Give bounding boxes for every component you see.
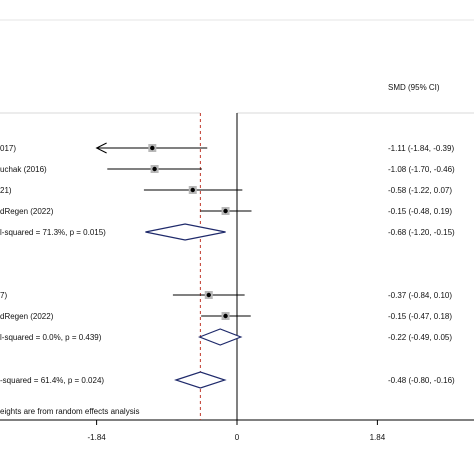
x-axis: -1.84 0 1.84 bbox=[0, 419, 474, 442]
row-label: l-squared = 0.0%, p = 0.439) bbox=[0, 333, 102, 342]
forest-row: -squared = 61.4%, p = 0.024) -0.48 (-0.80… bbox=[0, 371, 455, 389]
row-ci-text: -0.58 (-1.22, 0.07) bbox=[388, 186, 452, 195]
row-label: 21) bbox=[0, 186, 12, 195]
row-label: l-squared = 71.3%, p = 0.015) bbox=[0, 228, 106, 237]
ci-arrow-left bbox=[95, 142, 107, 154]
forest-row: 017) -1.11 (-1.84, -0.39) bbox=[0, 142, 454, 154]
forest-row: 21) -0.58 (-1.22, 0.07) bbox=[0, 186, 452, 195]
subtotal-diamond bbox=[145, 223, 226, 241]
forest-row: 7) -0.37 (-0.84, 0.10) bbox=[0, 291, 452, 300]
row-label: dRegen (2022) bbox=[0, 207, 54, 216]
row-ci-text: -0.68 (-1.20, -0.15) bbox=[388, 228, 455, 237]
row-label: 7) bbox=[0, 291, 7, 300]
x-tick-label: 1.84 bbox=[370, 433, 386, 442]
point-estimate bbox=[223, 313, 228, 319]
forest-row: l-squared = 0.0%, p = 0.439) -0.22 (-0.49… bbox=[0, 328, 452, 346]
forest-row: uchak (2016) -1.08 (-1.70, -0.46) bbox=[0, 165, 455, 174]
ci-header: SMD (95% CI) bbox=[388, 83, 440, 92]
row-ci-text: -1.11 (-1.84, -0.39) bbox=[388, 144, 454, 153]
row-ci-text: -0.37 (-0.84, 0.10) bbox=[388, 291, 452, 300]
reference-lines bbox=[199, 113, 238, 420]
row-label: 017) bbox=[0, 144, 16, 153]
x-tick-label: 0 bbox=[235, 433, 240, 442]
forest-row: dRegen (2022) -0.15 (-0.48, 0.19) bbox=[0, 207, 452, 216]
x-tick-label: -1.84 bbox=[87, 433, 106, 442]
row-ci-text: -0.15 (-0.47, 0.18) bbox=[388, 312, 452, 321]
point-estimate bbox=[152, 166, 157, 172]
forest-row: dRegen (2022) -0.15 (-0.47, 0.18) bbox=[0, 312, 452, 321]
row-label: -squared = 61.4%, p = 0.024) bbox=[0, 376, 104, 385]
forest-row: l-squared = 71.3%, p = 0.015) -0.68 (-1.2… bbox=[0, 223, 455, 241]
row-ci-text: -0.48 (-0.80, -0.16) bbox=[388, 376, 455, 385]
row-ci-text: -1.08 (-1.70, -0.46) bbox=[388, 165, 455, 174]
point-estimate bbox=[190, 187, 195, 193]
subtotal-diamond bbox=[197, 328, 243, 346]
point-estimate bbox=[223, 208, 228, 214]
row-ci-text: -0.15 (-0.48, 0.19) bbox=[388, 207, 452, 216]
forest-rows: 017) -1.11 (-1.84, -0.39) uchak (2016) -1.0… bbox=[0, 142, 455, 389]
row-label: uchak (2016) bbox=[0, 165, 47, 174]
overall-diamond bbox=[174, 371, 227, 389]
point-estimate bbox=[206, 292, 211, 298]
row-ci-text: -0.22 (-0.49, 0.05) bbox=[388, 333, 452, 342]
row-label: dRegen (2022) bbox=[0, 312, 54, 321]
footnote: eights are from random effects analysis bbox=[0, 407, 139, 416]
point-estimate bbox=[150, 145, 155, 151]
